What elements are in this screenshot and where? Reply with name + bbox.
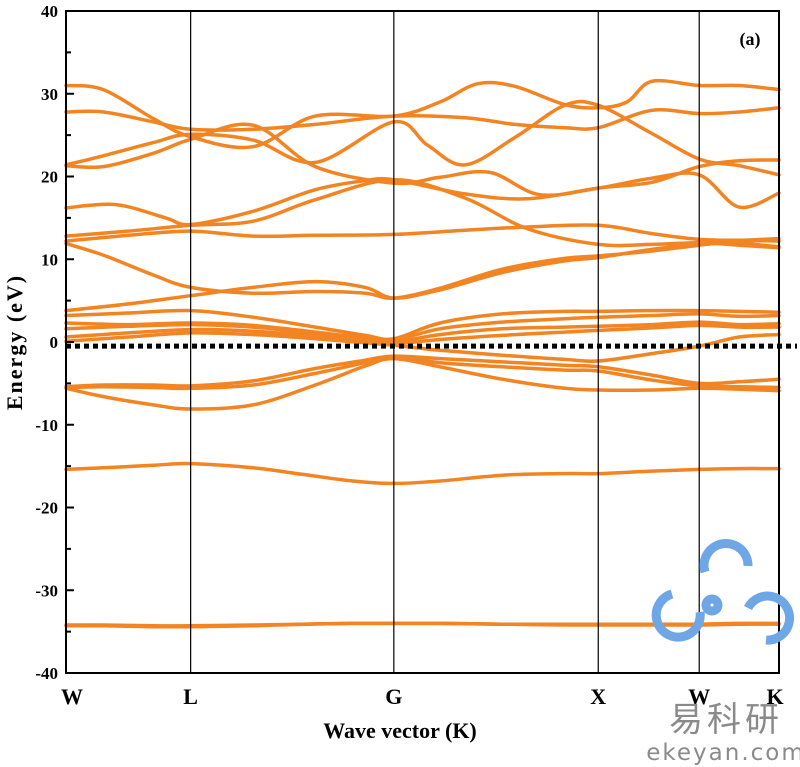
band-line-12 xyxy=(64,241,781,313)
y-tick-label: -20 xyxy=(35,499,58,518)
band-line-7 xyxy=(64,331,781,364)
y-axis-title: Energy (eV) xyxy=(2,274,27,410)
watermark-url-text: ekeyan.com xyxy=(646,740,800,766)
x-tick-label-x: X xyxy=(590,684,606,709)
y-tick-label: -10 xyxy=(35,416,58,435)
band-line-17 xyxy=(64,122,781,210)
y-tick-label: 0 xyxy=(50,333,59,352)
band-line-20 xyxy=(64,78,781,150)
y-tick-label: 10 xyxy=(41,250,58,269)
x-tick-label-w: W xyxy=(61,684,83,709)
band-line-6 xyxy=(64,354,781,389)
y-tick-label: 30 xyxy=(41,85,58,104)
ekeyan-logo-icon xyxy=(651,538,794,645)
band-line-13 xyxy=(64,238,781,300)
y-tick-label: -30 xyxy=(35,581,58,600)
band-line-19 xyxy=(64,106,781,132)
band-lines xyxy=(64,78,781,629)
x-tick-label-g: G xyxy=(385,684,402,709)
panel-label: (a) xyxy=(740,29,761,50)
band-line-18 xyxy=(64,99,781,177)
band-line-3 xyxy=(64,461,781,486)
y-axis-ticks: 40 30 20 10 0 -10 -20 -30 -40 xyxy=(35,2,74,683)
band-line-2 xyxy=(64,621,781,628)
x-tick-label-k: K xyxy=(766,684,783,709)
x-tick-label-l: L xyxy=(183,684,198,709)
band-line-11 xyxy=(64,308,781,342)
band-line-4 xyxy=(64,356,781,411)
band-line-8 xyxy=(64,323,781,346)
x-tick-label-w: W xyxy=(688,684,710,709)
band-line-5 xyxy=(64,355,781,391)
y-tick-label: 40 xyxy=(41,2,58,21)
x-axis-title: Wave vector (K) xyxy=(323,718,477,743)
band-line-10 xyxy=(64,312,781,343)
watermark-chinese-text: 易科研 xyxy=(669,700,783,740)
band-line-16 xyxy=(64,158,781,227)
y-tick-label: 20 xyxy=(41,168,58,187)
y-tick-label: -40 xyxy=(35,664,58,683)
high-symmetry-lines xyxy=(190,11,700,673)
